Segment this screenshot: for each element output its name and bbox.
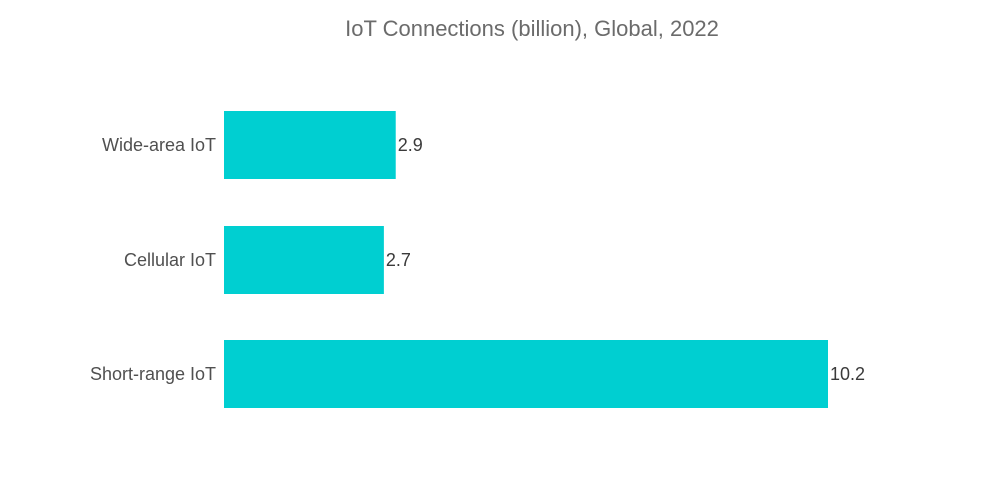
category-label-wide-area-iot: Wide-area IoT xyxy=(102,135,216,155)
bar-wide-area-iot xyxy=(224,111,396,179)
chart-title: IoT Connections (billion), Global, 2022 xyxy=(345,16,719,41)
category-label-short-range-iot: Short-range IoT xyxy=(90,364,216,384)
category-label-cellular-iot: Cellular IoT xyxy=(124,250,216,270)
value-label-cellular-iot: 2.7 xyxy=(386,250,411,270)
bars-layer: Wide-area IoT 2.9 Cellular IoT 2.7 Short-ran… xyxy=(90,111,865,408)
bar-cellular-iot xyxy=(224,226,384,294)
value-label-wide-area-iot: 2.9 xyxy=(398,135,423,155)
value-label-short-range-iot: 10.2 xyxy=(830,364,865,384)
bar-short-range-iot xyxy=(224,340,828,408)
